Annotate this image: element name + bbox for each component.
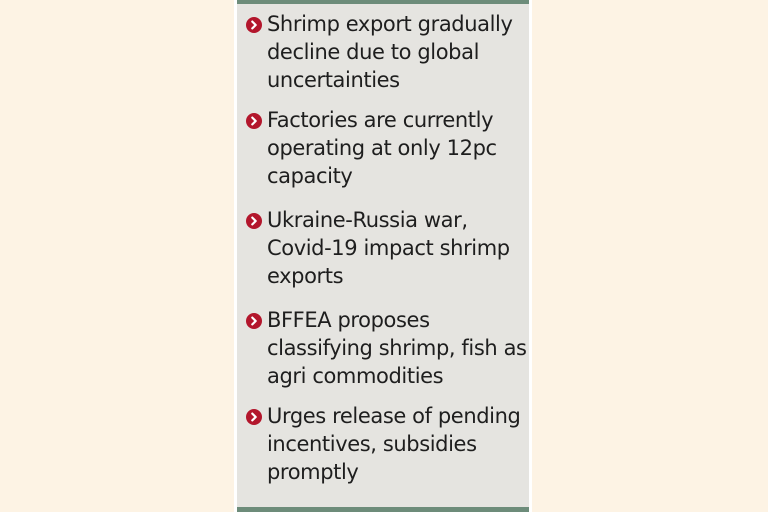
list-item: Shrimp export gradually decline due to g… [246,10,528,94]
chevron-circle-right-icon [246,213,262,229]
chevron-circle-right-icon [246,17,262,33]
list-item-text: Ukraine-Russia war, Covid-19 impact shri… [267,208,510,288]
list-item: Factories are currently operating at onl… [246,106,528,190]
list-item: BFFEA proposes classifying shrimp, fish … [246,306,528,390]
chevron-circle-right-icon [246,113,262,129]
highlights-list: Shrimp export gradually decline due to g… [246,10,528,498]
list-item-text: Urges release of pending incentives, sub… [267,404,521,484]
list-item-text: Shrimp export gradually decline due to g… [267,12,513,92]
list-item: Urges release of pending incentives, sub… [246,402,528,486]
list-item-text: Factories are currently operating at onl… [267,108,497,188]
bottom-rule [237,507,529,512]
list-item: Ukraine-Russia war, Covid-19 impact shri… [246,206,528,290]
chevron-circle-right-icon [246,313,262,329]
top-rule [237,0,529,4]
highlights-panel: Shrimp export gradually decline due to g… [234,0,532,512]
chevron-circle-right-icon [246,409,262,425]
list-item-text: BFFEA proposes classifying shrimp, fish … [267,308,527,388]
